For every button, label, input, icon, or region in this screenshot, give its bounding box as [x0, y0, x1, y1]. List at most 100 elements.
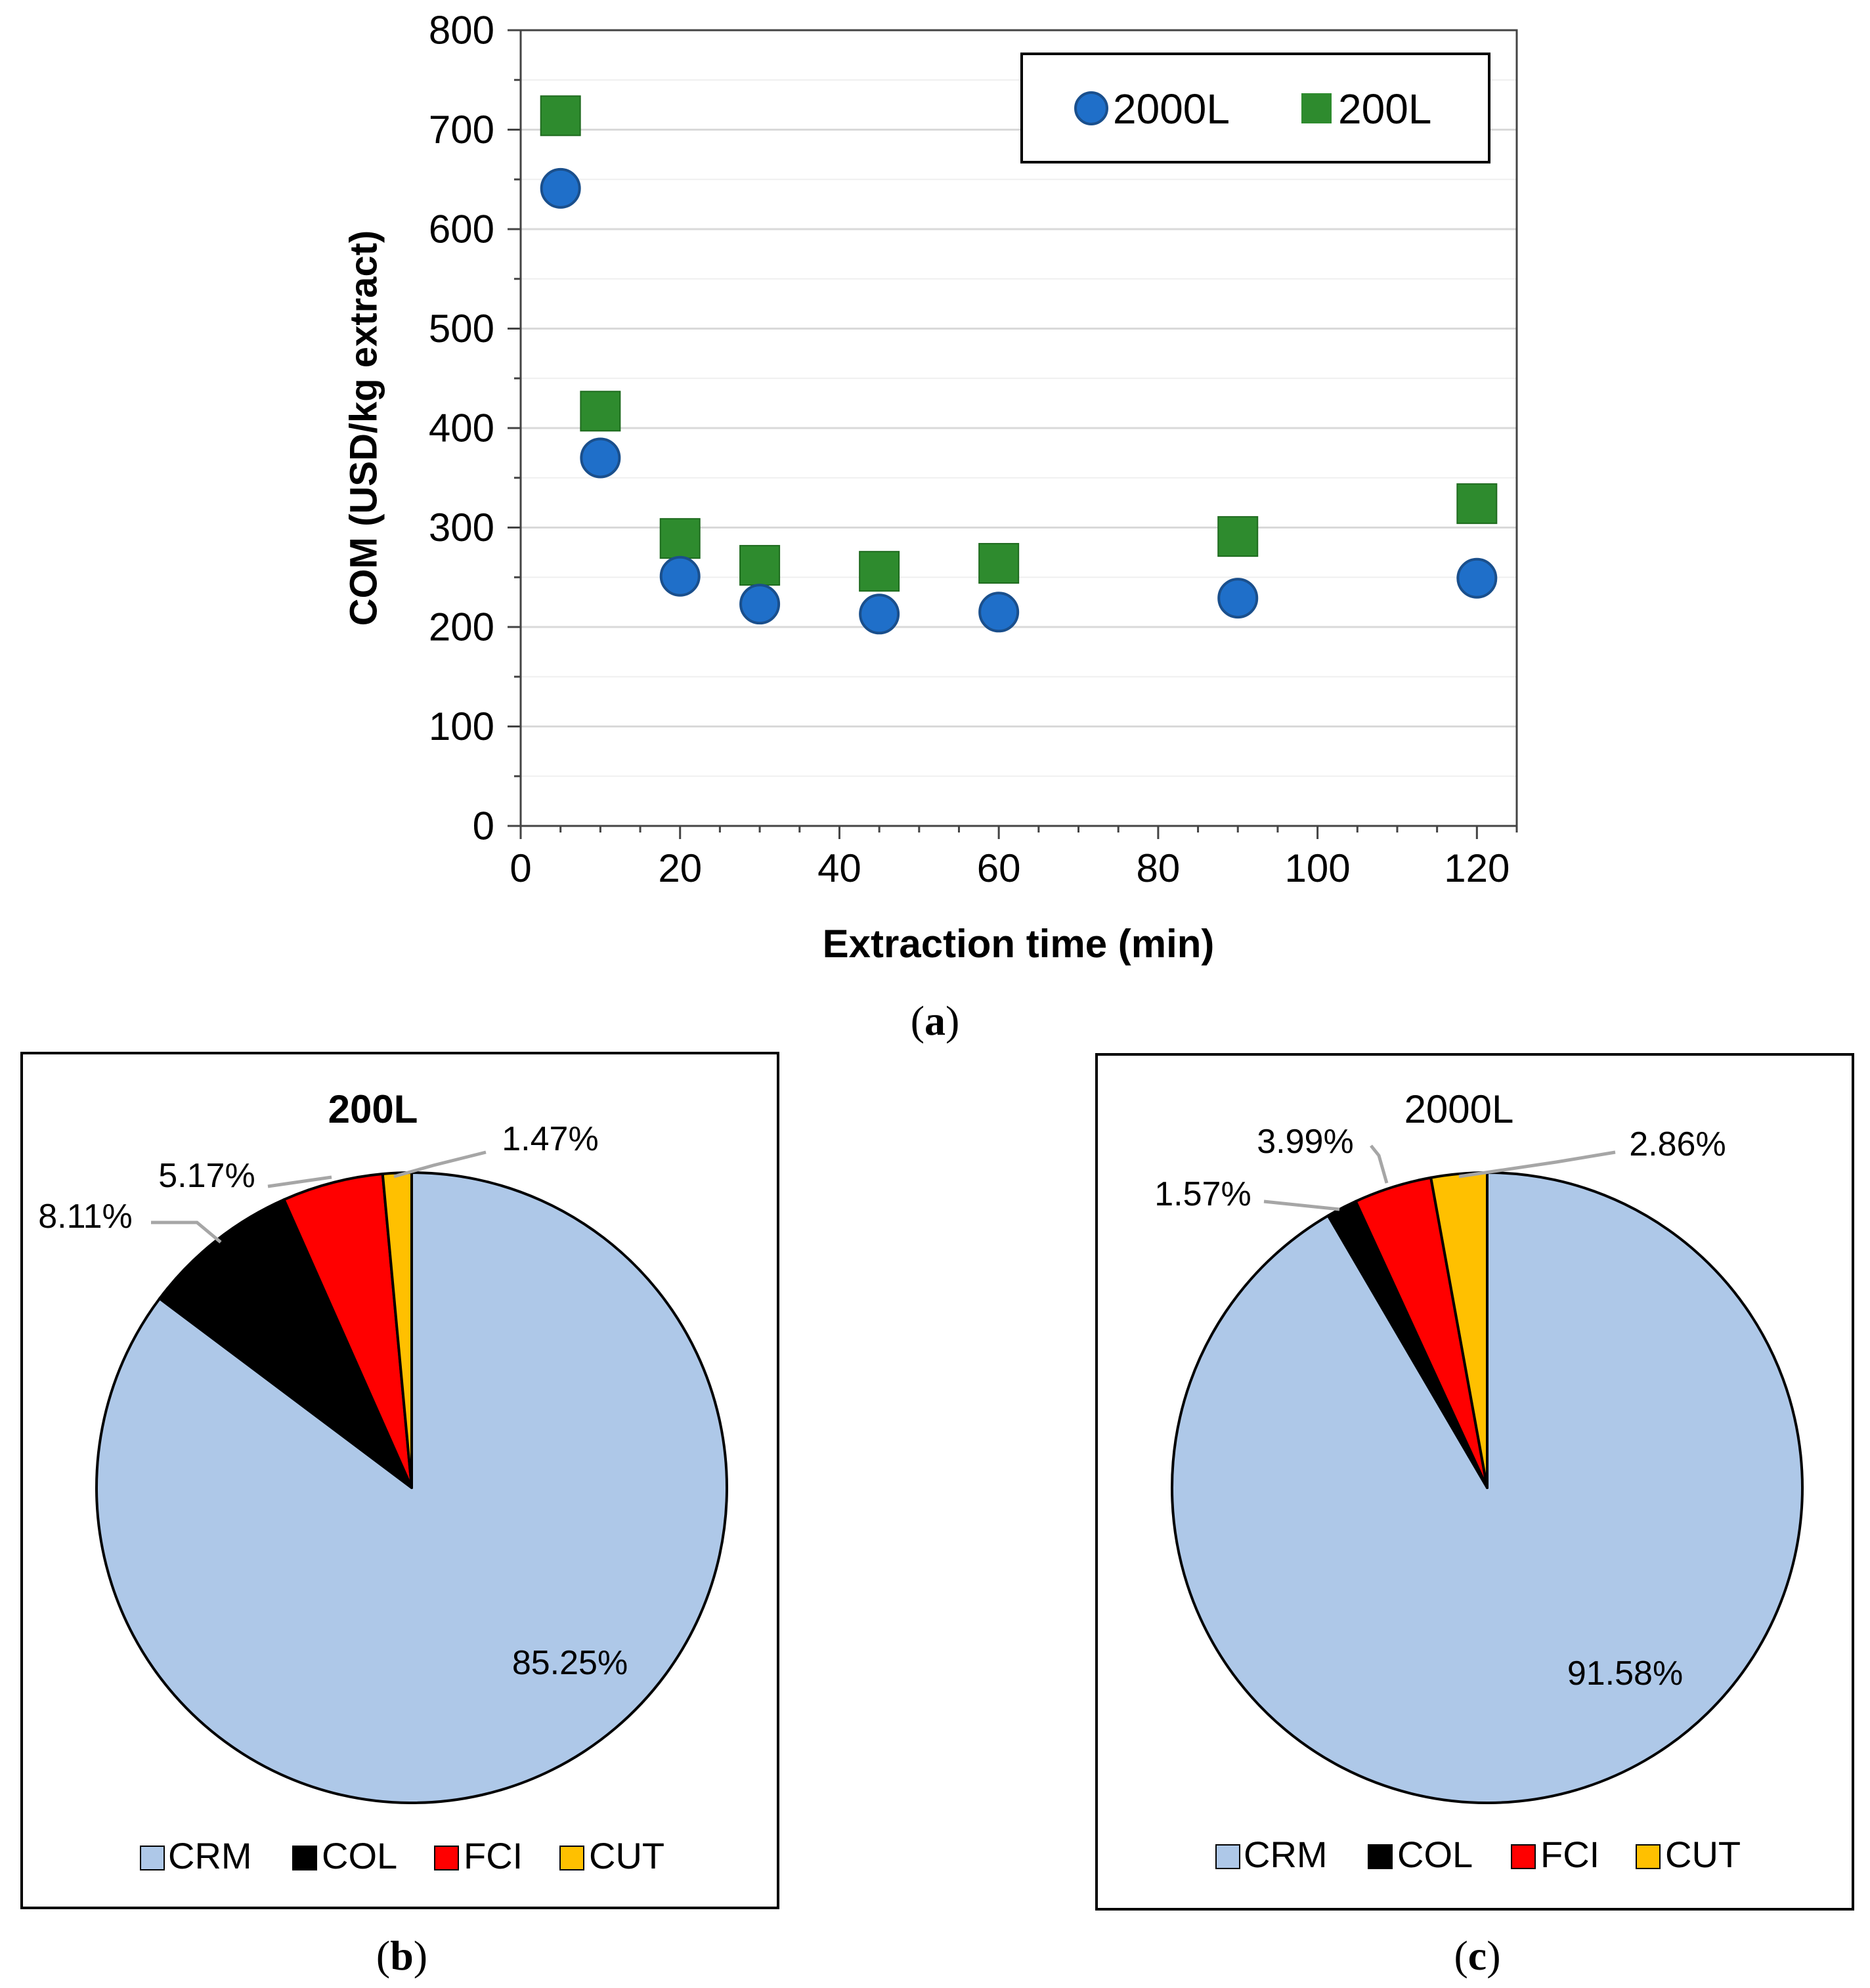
- data-points: [540, 95, 1498, 635]
- legend-label-2000L: 2000L: [1113, 85, 1230, 133]
- x-tick-label: 80: [1137, 846, 1181, 890]
- legend-marker-2000L: [1074, 91, 1108, 125]
- x-tick-label: 60: [977, 846, 1021, 890]
- legend-item-FCI: FCI: [434, 1835, 523, 1876]
- data-label-CUT: 1.47%: [502, 1120, 598, 1158]
- point-200L: [659, 518, 701, 559]
- x-tick-label: 100: [1285, 846, 1351, 890]
- leader-line-FCI: [1370, 1144, 1389, 1184]
- point-200L: [739, 545, 781, 586]
- legend-label-CUT: CUT: [1665, 1834, 1741, 1875]
- x-axis-ticks: 0 20 40 60 80 100 120: [510, 826, 1518, 890]
- point-2000L: [540, 167, 581, 209]
- leader-line-CUT: [393, 1150, 487, 1178]
- data-label-COL: 8.11%: [38, 1198, 133, 1236]
- legend-label-200L: 200L: [1338, 85, 1431, 133]
- leader-line-COL: [151, 1221, 222, 1243]
- legend-label-CUT: CUT: [589, 1835, 664, 1876]
- pie-slice-COL: [158, 1198, 413, 1489]
- legend-marker-200L: [1301, 93, 1332, 123]
- point-2000L: [1217, 578, 1259, 619]
- point-200L: [859, 551, 900, 592]
- legend-label-FCI: FCI: [464, 1835, 523, 1876]
- y-axis-ticks: 0 100 200 300 400 500 600 700 800: [429, 9, 521, 848]
- legend-label-CRM: CRM: [168, 1835, 252, 1876]
- x-tick-label: 20: [658, 846, 702, 890]
- pie-slices: [95, 1171, 728, 1804]
- pie-title-b: 200L: [328, 1087, 418, 1131]
- legend-swatch-FCI: [1511, 1844, 1536, 1869]
- point-200L: [978, 543, 1020, 584]
- legend-swatch-COL: [292, 1846, 317, 1870]
- legend-label-COL: COL: [322, 1835, 397, 1876]
- point-200L: [580, 391, 621, 432]
- pie-slice-FCI: [282, 1173, 413, 1489]
- y-tick-label: 100: [429, 704, 494, 748]
- y-tick-label: 200: [429, 605, 494, 649]
- legend-swatch-CRM: [1215, 1844, 1240, 1869]
- scatter-chart-a: 0 100 200 300 400 500 600 700 800 0 20 40 60 80 100 12…: [342, 9, 1518, 1044]
- legend-c: CRM COL FCI CUT: [1215, 1834, 1741, 1875]
- leader-lines: [151, 1150, 487, 1243]
- data-label-CRM: 85.25%: [512, 1644, 628, 1682]
- data-label-CUT: 2.86%: [1629, 1125, 1726, 1163]
- point-200L: [1217, 516, 1259, 557]
- y-axis-label: COM (USD/kg extract): [342, 230, 385, 626]
- legend-item-CRM: CRM: [140, 1835, 252, 1876]
- leader-lines: [1263, 1144, 1616, 1211]
- data-label-FCI: 3.99%: [1257, 1123, 1353, 1161]
- data-label-COL: 1.57%: [1154, 1175, 1251, 1213]
- pie-slice-CRM: [95, 1171, 728, 1804]
- legend-swatch-CRM: [140, 1846, 165, 1870]
- x-tick-label: 0: [510, 846, 531, 890]
- pie-slices: [1171, 1171, 1804, 1804]
- legend-swatch-CUT: [559, 1846, 584, 1870]
- y-tick-label: 300: [429, 506, 494, 550]
- point-2000L: [659, 555, 701, 597]
- legend-item-CUT: CUT: [559, 1835, 664, 1876]
- y-tick-label: 0: [473, 804, 494, 848]
- leader-line-CUT: [1458, 1150, 1616, 1178]
- legend-item-CRM: CRM: [1215, 1834, 1328, 1875]
- y-tick-label: 500: [429, 307, 494, 351]
- legend-item-FCI: FCI: [1511, 1834, 1599, 1875]
- x-tick-label: 120: [1444, 846, 1510, 890]
- y-tick-label: 800: [429, 9, 494, 53]
- panel-label-a: (a): [911, 997, 960, 1044]
- point-2000L: [859, 594, 900, 635]
- gridlines: [521, 79, 1517, 777]
- point-2000L: [739, 584, 781, 625]
- point-2000L: [978, 592, 1020, 633]
- y-tick-label: 700: [429, 108, 494, 152]
- data-label-FCI: 5.17%: [158, 1157, 255, 1195]
- panel-letter-b: b: [390, 1932, 414, 1979]
- point-200L: [540, 95, 581, 137]
- legend-swatch-CUT: [1636, 1844, 1661, 1869]
- y-tick-label: 600: [429, 207, 494, 251]
- legend-item-CUT: CUT: [1636, 1834, 1741, 1875]
- y-tick-label: 400: [429, 406, 494, 450]
- point-2000L: [580, 437, 621, 479]
- legend: 2000L 200L: [1020, 53, 1490, 163]
- data-label-CRM: 91.58%: [1567, 1654, 1683, 1693]
- panel-label-b: (b): [376, 1932, 427, 1979]
- legend-b: CRM COL FCI CUT: [140, 1835, 664, 1876]
- legend-swatch-FCI: [434, 1846, 459, 1870]
- x-tick-label: 40: [817, 846, 861, 890]
- legend-swatch-COL: [1368, 1844, 1393, 1869]
- leader-line-COL: [1263, 1199, 1340, 1211]
- point-2000L: [1456, 557, 1498, 599]
- pie-chart-c: 2000L 91.58% 1.57% 3.99% 2.86% CRM COL F…: [1095, 1053, 1854, 1979]
- legend-item-COL: COL: [292, 1835, 397, 1876]
- panel-label-c: (c): [1454, 1932, 1500, 1979]
- legend-label-COL: COL: [1397, 1834, 1473, 1875]
- legend-label-FCI: FCI: [1540, 1834, 1599, 1875]
- pie-chart-b: 200L 85.25% 8.11% 5.17% 1.47% CRM COL FC…: [20, 1052, 779, 1979]
- x-axis-label: Extraction time (min): [823, 922, 1215, 966]
- pie-title-c: 2000L: [1404, 1087, 1514, 1131]
- panel-letter-a: a: [924, 997, 946, 1044]
- point-200L: [1456, 483, 1498, 525]
- leader-line-FCI: [267, 1175, 332, 1188]
- panel-letter-c: c: [1468, 1932, 1487, 1979]
